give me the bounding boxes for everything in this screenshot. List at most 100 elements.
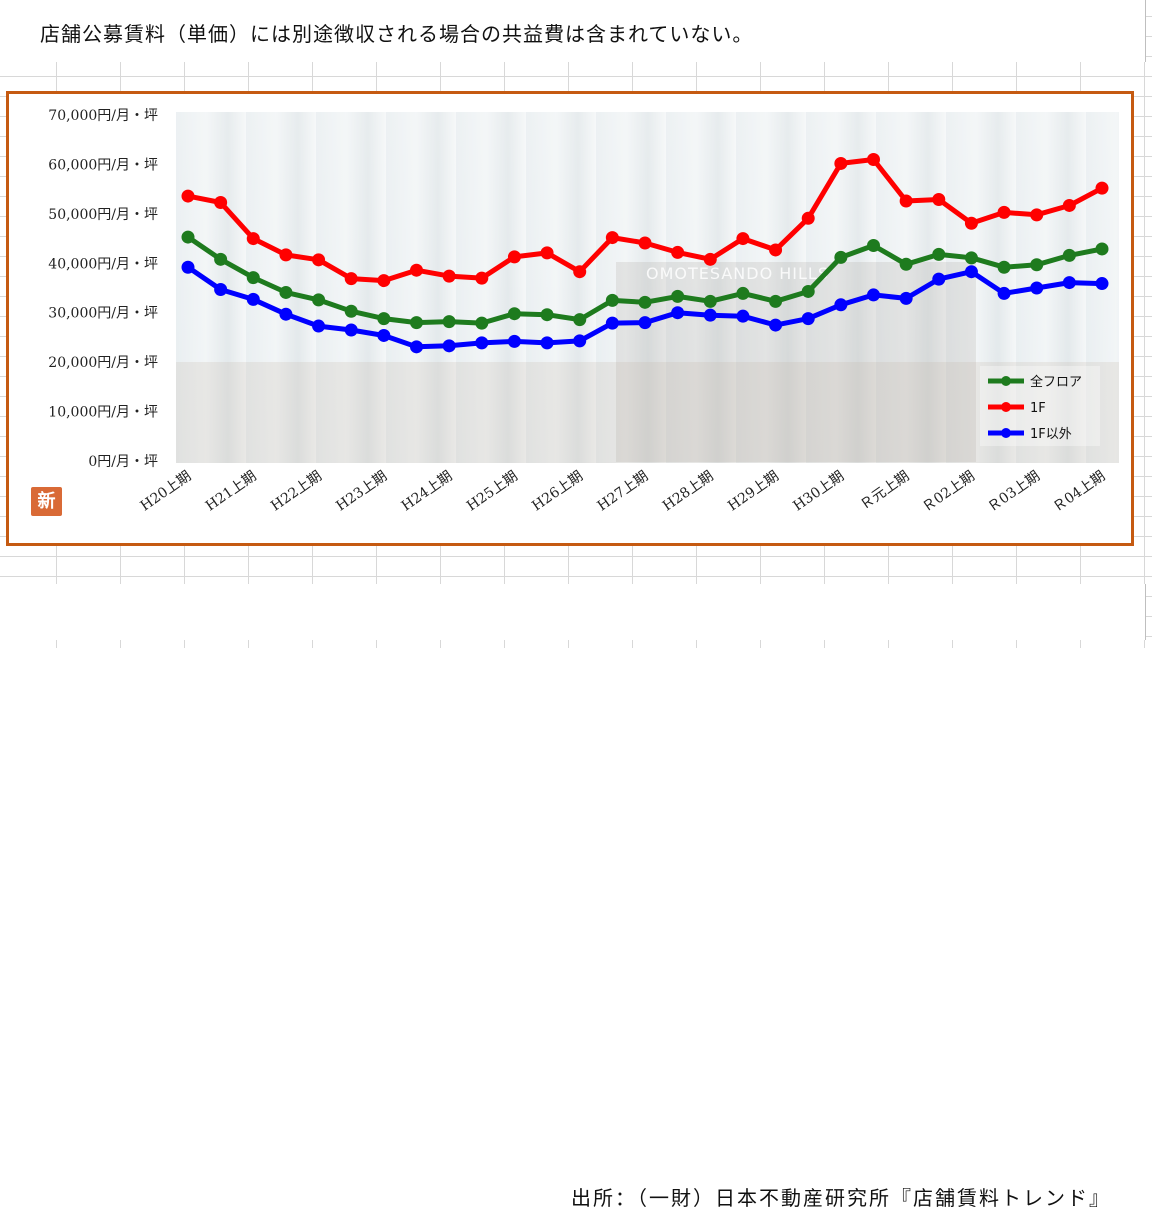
- series-1-point: [997, 205, 1011, 219]
- series-1-point: [410, 263, 423, 277]
- series-2-point: [769, 318, 783, 332]
- series-1-point: [214, 195, 228, 209]
- series-2-point: [1030, 281, 1044, 295]
- title-bar: 店舗公募賃料（単価）には別途徴収される場合の共益費は含まれていない。: [0, 0, 1146, 62]
- y-tick-label: 20,000円/月・坪: [48, 355, 158, 371]
- legend-marker-1: [1001, 402, 1011, 412]
- series-1-point: [801, 211, 815, 225]
- series-2-point: [834, 298, 848, 312]
- series-2-point: [246, 292, 260, 306]
- series-2-point: [377, 328, 391, 342]
- series-2-point: [703, 308, 717, 322]
- series-1-point: [769, 243, 783, 257]
- series-2-point: [573, 334, 587, 348]
- series-1-point: [932, 193, 946, 207]
- series-0-point: [932, 247, 946, 261]
- series-0-point: [312, 293, 326, 307]
- series-0-point: [769, 294, 783, 308]
- legend-label-0: 全フロア: [1030, 374, 1082, 390]
- series-2-point: [181, 260, 195, 274]
- line-chart: 0円/月・坪 10,000円/月・坪 20,000円/月・坪 30,000円/月・坪 4…: [48, 108, 1109, 516]
- series-0-point: [246, 271, 260, 285]
- series-1-point: [899, 194, 913, 208]
- series-0-point: [671, 289, 685, 303]
- series-1-point: [736, 232, 750, 246]
- series-2-point: [475, 336, 489, 350]
- y-tick-label: 50,000円/月・坪: [48, 207, 158, 223]
- series-1-point: [246, 232, 260, 246]
- series-0-point: [344, 304, 358, 318]
- series-0-point: [442, 315, 456, 329]
- series-0-point: [964, 251, 978, 265]
- photo-sign-text: OMOTESANDO HILLS: [646, 264, 829, 283]
- series-2-point: [899, 291, 913, 305]
- series-2-point: [312, 319, 326, 333]
- series-2-point: [1095, 277, 1109, 291]
- x-tick-label: H22上期: [268, 468, 325, 514]
- series-1-point: [312, 253, 326, 267]
- series-2-point: [867, 288, 880, 302]
- x-tick-label: H29上期: [725, 468, 782, 514]
- series-line-1: [185, 157, 1105, 284]
- x-tick-label: H26上期: [529, 468, 586, 514]
- series-1-point: [540, 246, 554, 260]
- source-note: 出所：（一財）日本不動産研究所『店舗賃料トレンド』: [571, 1186, 1111, 1210]
- series-0-point: [834, 250, 848, 264]
- photo-street: [176, 362, 1119, 463]
- y-tick-label: 70,000円/月・坪: [48, 108, 158, 124]
- x-tick-label: H21上期: [203, 468, 260, 514]
- y-tick-label: 30,000円/月・坪: [48, 306, 158, 322]
- series-1-point: [377, 274, 391, 288]
- series-1-point: [638, 236, 652, 250]
- series-1-point: [605, 231, 619, 245]
- series-0-point: [377, 312, 391, 326]
- series-0-point: [638, 295, 652, 309]
- legend-marker-0: [1001, 376, 1011, 386]
- series-1-point: [442, 269, 456, 283]
- y-tick-label: 10,000円/月・坪: [48, 405, 158, 421]
- series-0-point: [410, 316, 423, 330]
- series-1-point: [507, 250, 521, 264]
- source-bar: 出所：（一財）日本不動産研究所『店舗賃料トレンド』: [0, 584, 1146, 1210]
- series-2-point: [964, 265, 978, 279]
- series-2-point: [605, 316, 619, 330]
- y-tick-label: 0円/月・坪: [88, 454, 158, 470]
- new-badge: 新: [31, 487, 62, 516]
- x-tick-label: Ｒ元上期: [857, 468, 912, 513]
- y-tick-label: 60,000円/月・坪: [48, 157, 158, 173]
- series-1-point: [181, 189, 195, 203]
- x-tick-label: Ｒ03上期: [985, 468, 1043, 515]
- x-tick-label: H25上期: [464, 468, 521, 514]
- series-0-point: [867, 238, 880, 252]
- x-tick-label: Ｒ04上期: [1050, 468, 1108, 515]
- series-2-point: [997, 286, 1011, 300]
- series-2-point: [1062, 276, 1076, 290]
- series-1-point: [1030, 208, 1044, 222]
- series-1-point: [834, 156, 848, 170]
- series-0-point: [181, 230, 195, 244]
- series-1-point: [279, 248, 293, 262]
- series-2-point: [932, 272, 946, 286]
- legend-label-2: 1F以外: [1030, 427, 1072, 442]
- series-2-point: [214, 282, 228, 296]
- series-0-point: [475, 316, 489, 330]
- x-tick-label: H28上期: [660, 468, 717, 514]
- legend-label-1: 1F: [1030, 401, 1046, 416]
- series-0-point: [279, 285, 293, 299]
- series-2-point: [279, 307, 293, 321]
- series-0-point: [1030, 258, 1044, 272]
- series-1-point: [867, 152, 880, 166]
- background-photo: OMOTESANDO HILLS: [176, 112, 1119, 463]
- series-2-point: [736, 309, 750, 323]
- series-0-point: [736, 286, 750, 300]
- y-tick-label: 40,000円/月・坪: [48, 256, 158, 272]
- series-1-point: [1062, 198, 1076, 212]
- series-0-point: [703, 294, 717, 308]
- series-1-point: [475, 271, 489, 285]
- series-2-point: [410, 340, 423, 354]
- series-0-point: [573, 313, 587, 327]
- x-tick-label: H20上期: [138, 468, 195, 514]
- series-1-point: [964, 216, 978, 230]
- series-2-point: [507, 334, 521, 348]
- series-1-point: [1095, 181, 1109, 195]
